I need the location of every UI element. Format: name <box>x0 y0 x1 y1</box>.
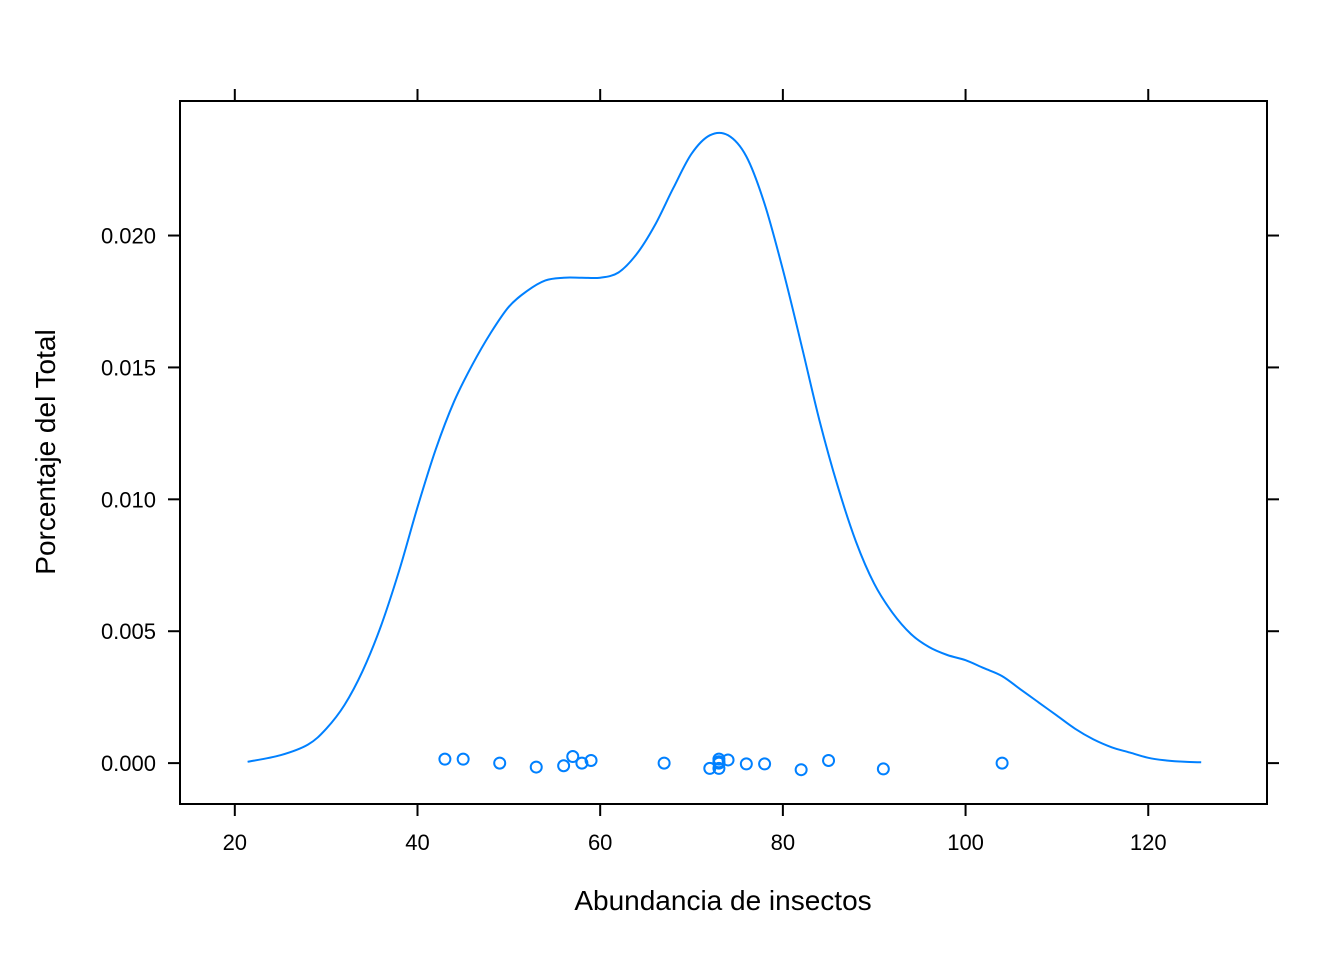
x-tick-label: 40 <box>405 830 429 855</box>
x-axis: 20 40 60 80 100 120 <box>223 89 1167 855</box>
data-point <box>493 756 507 770</box>
data-point <box>712 761 726 775</box>
data-point <box>822 753 836 767</box>
plot-panel <box>179 100 1268 805</box>
data-point <box>712 752 726 766</box>
density-curve <box>247 131 1202 764</box>
y-tick-label: 0.015 <box>101 355 156 380</box>
rug-points <box>438 750 1009 777</box>
x-tick-label: 60 <box>588 830 612 855</box>
data-point <box>721 753 735 767</box>
data-point <box>758 757 772 771</box>
x-tick-label: 20 <box>223 830 247 855</box>
data-point <box>995 756 1009 770</box>
y-tick-label: 0.000 <box>101 751 156 776</box>
data-point <box>876 762 890 776</box>
data-point <box>529 760 543 774</box>
y-axis: 0.000 0.005 0.010 0.015 0.020 <box>101 224 1279 776</box>
y-tick-label: 0.020 <box>101 224 156 249</box>
x-axis-title: Abundancia de insectos <box>574 885 871 916</box>
y-tick-label: 0.005 <box>101 619 156 644</box>
data-point <box>575 756 589 770</box>
data-point <box>584 753 598 767</box>
data-point <box>456 752 470 766</box>
y-axis-title: Porcentaje del Total <box>30 329 61 574</box>
data-point <box>657 756 671 770</box>
data-point <box>739 757 753 771</box>
data-point <box>566 750 580 764</box>
x-tick-label: 100 <box>947 830 984 855</box>
x-tick-label: 80 <box>771 830 795 855</box>
y-tick-label: 0.010 <box>101 487 156 512</box>
data-point <box>794 763 808 777</box>
x-tick-label: 120 <box>1130 830 1167 855</box>
data-point <box>557 759 571 773</box>
data-point <box>438 752 452 766</box>
